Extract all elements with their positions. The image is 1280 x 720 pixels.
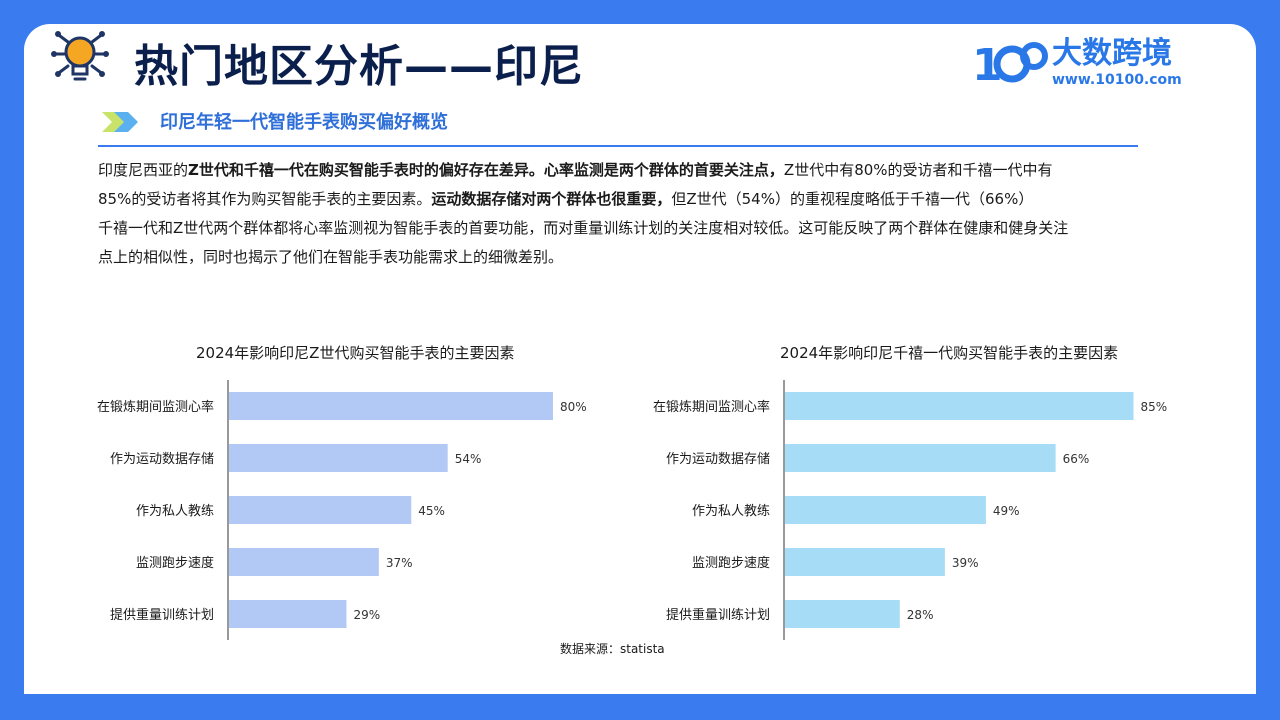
section-subtitle: 印尼年轻一代智能手表购买偏好概览: [160, 112, 448, 133]
category-label: 作为运动数据存储: [110, 452, 214, 467]
chart-title-genz: 2024年影响印尼Z世代购买智能手表的主要因素: [196, 344, 515, 362]
data-source: 数据来源：statista: [560, 642, 665, 656]
category-label: 在锻炼期间监测心率: [97, 399, 214, 415]
category-label: 提供重量训练计划: [666, 607, 770, 623]
value-label: 39%: [952, 556, 979, 570]
summary-paragraph: 印度尼西亚的Z世代和千禧一代在购买智能手表时的偏好存在差异。心率监测是两个群体的…: [98, 161, 1069, 266]
value-label: 37%: [386, 556, 413, 570]
brand-url[interactable]: www.10100.com: [1052, 72, 1182, 88]
bar: [785, 444, 1056, 472]
divider: [98, 145, 1138, 147]
bar: [785, 496, 986, 524]
category-label: 监测跑步速度: [136, 555, 214, 571]
value-label: 28%: [907, 608, 934, 622]
value-label: 85%: [1141, 400, 1168, 414]
value-label: 29%: [353, 608, 380, 622]
brand-logo-icon: 1: [972, 40, 1048, 91]
bar: [785, 600, 900, 628]
brand-name: 大数跨境: [1052, 36, 1172, 71]
category-label: 作为私人教练: [136, 503, 214, 519]
page-title: 热门地区分析——印尼: [134, 41, 584, 92]
category-label: 在锻炼期间监测心率: [653, 399, 770, 415]
category-label: 监测跑步速度: [692, 555, 770, 571]
bar-chart-millennial: 在锻炼期间监测心率 85% 作为运动数据存储 66% 作为私人教练 49% 监测跑步速度 39…: [653, 380, 1168, 640]
value-label: 80%: [560, 400, 587, 414]
value-label: 49%: [993, 504, 1020, 518]
value-label: 54%: [455, 452, 482, 466]
lightbulb-circuit-icon: [51, 31, 109, 81]
category-label: 提供重量训练计划: [110, 607, 214, 623]
bar: [229, 444, 448, 472]
bar: [229, 600, 347, 628]
bar: [785, 548, 945, 576]
slide-card: [24, 24, 1256, 694]
double-arrow-icon: [102, 112, 138, 132]
bar: [229, 496, 412, 524]
category-label: 作为私人教练: [692, 503, 770, 519]
chart-title-millennial: 2024年影响印尼千禧一代购买智能手表的主要因素: [780, 344, 1119, 362]
category-label: 作为运动数据存储: [666, 452, 770, 467]
value-label: 66%: [1063, 452, 1090, 466]
value-label: 45%: [418, 504, 445, 518]
bar-chart-genz: 在锻炼期间监测心率 80% 作为运动数据存储 54% 作为私人教练 45% 监测跑步速度 37…: [97, 380, 587, 640]
bar: [229, 392, 553, 420]
bar: [785, 392, 1134, 420]
bar: [229, 548, 379, 576]
